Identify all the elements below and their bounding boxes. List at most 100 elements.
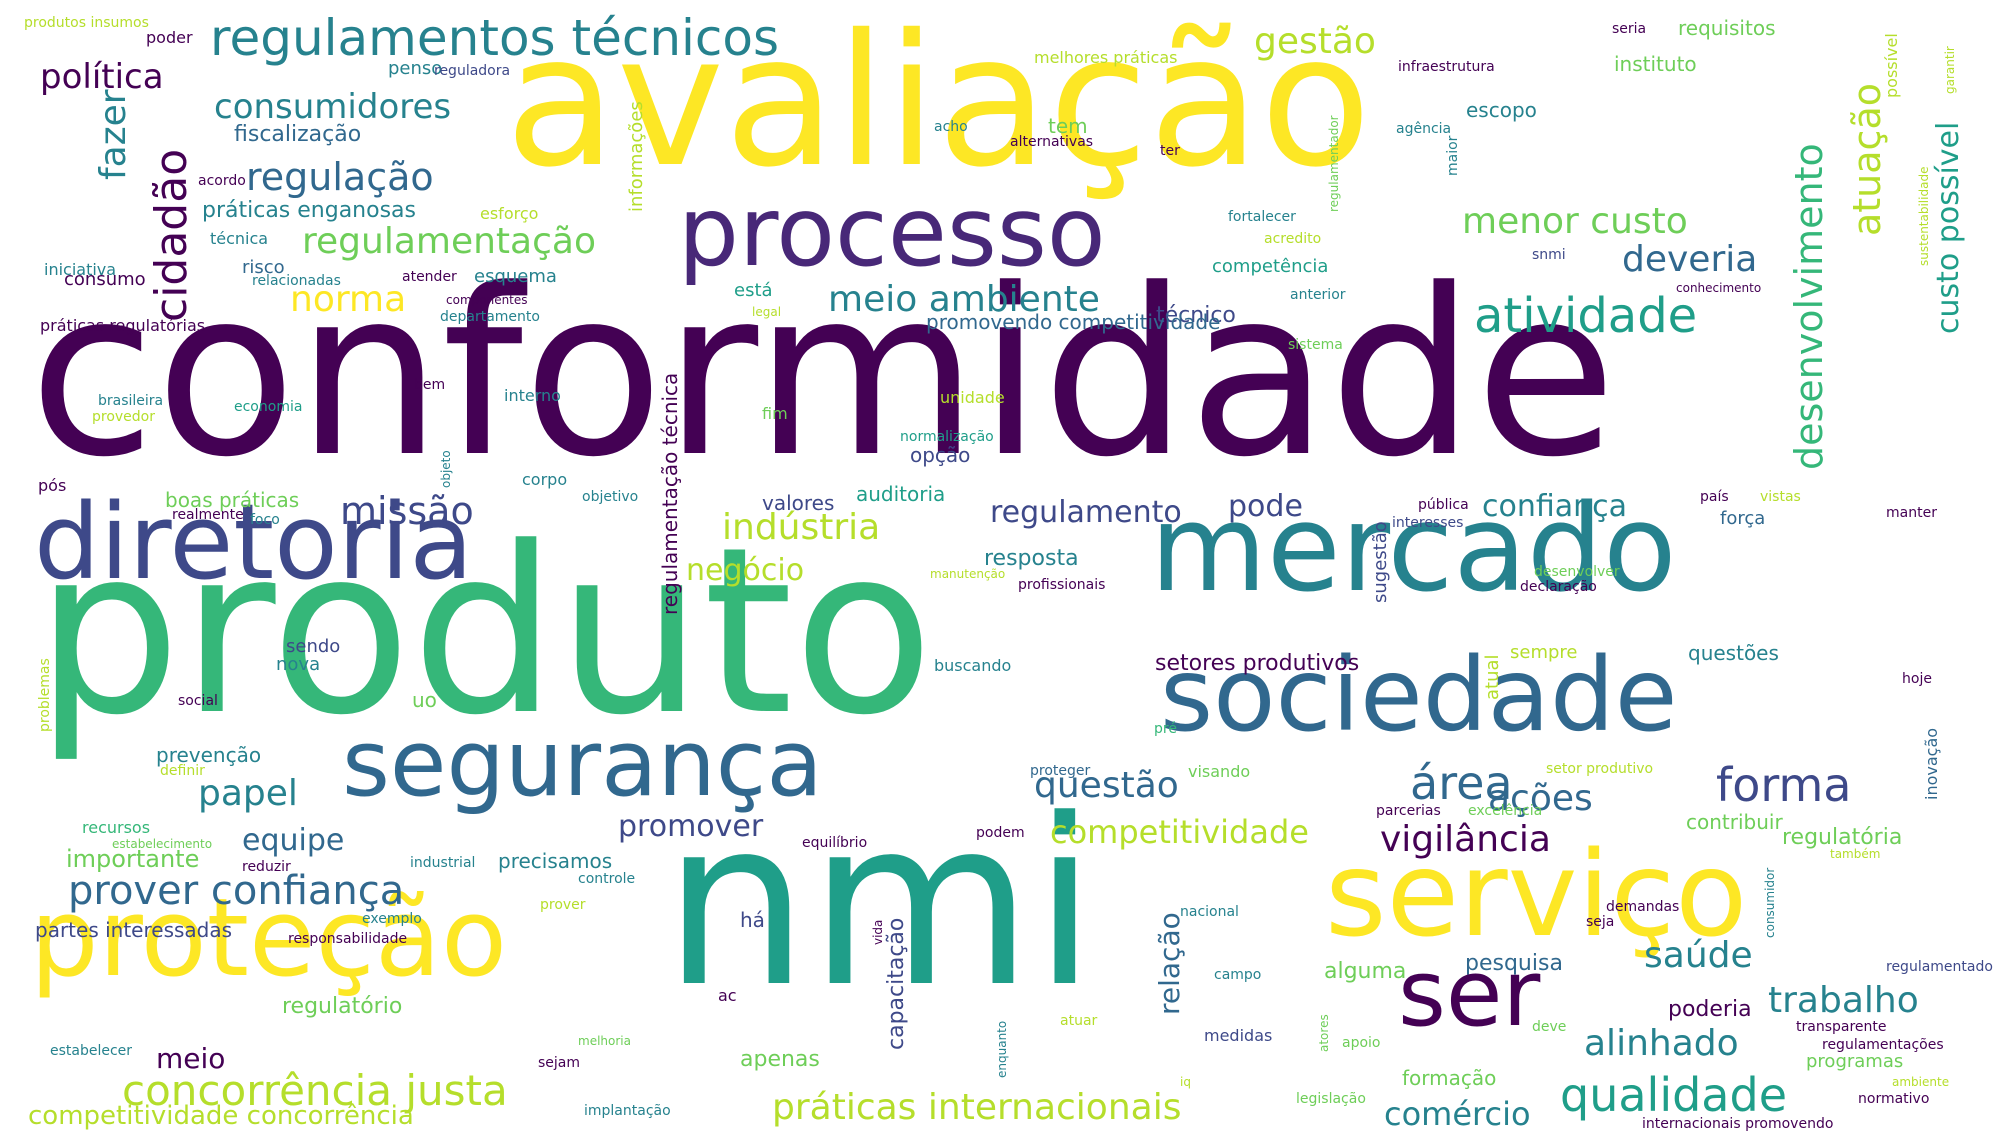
word-fortalecer: fortalecer <box>1228 209 1296 225</box>
word-economia: economia <box>234 399 303 415</box>
word-infraestrutura: infraestrutura <box>1398 59 1495 75</box>
word-atual: atual <box>1482 654 1503 700</box>
word-declaração: declaração <box>1520 579 1597 595</box>
word-conformidade: conformidade <box>29 241 1617 508</box>
word-demandas: demandas <box>1606 899 1680 915</box>
word-regulação: regulação <box>246 155 434 199</box>
word-resposta: resposta <box>984 546 1079 571</box>
word-pós: pós <box>38 476 67 495</box>
word-melhores-práticas: melhores práticas <box>1034 48 1178 67</box>
word-manter: manter <box>1886 505 1937 521</box>
word-reduzir: reduzir <box>242 859 291 875</box>
word-pesquisa: pesquisa <box>1465 951 1563 976</box>
word-setores-produtivos: setores produtivos <box>1155 651 1360 676</box>
word-regulamentação-técnica: regulamentação técnica <box>658 372 682 615</box>
word-importante: importante <box>66 845 200 873</box>
word-segurança: segurança <box>342 710 823 817</box>
word-negócio: negócio <box>686 553 805 588</box>
word-norma: norma <box>290 279 407 320</box>
word-auditoria: auditoria <box>856 482 946 506</box>
word-melhoria: melhoria <box>578 1034 631 1048</box>
word-atuar: atuar <box>1060 1013 1098 1029</box>
word-fiscalização: fiscalização <box>234 122 362 147</box>
word-equilíbrio: equilíbrio <box>802 835 868 851</box>
word-consumidor: consumidor <box>1763 867 1777 938</box>
word-possível: possível <box>1882 33 1901 98</box>
word-força: força <box>1720 508 1766 529</box>
word-normalização: normalização <box>900 429 994 445</box>
word-formação: formação <box>1402 1066 1497 1090</box>
word-problemas: problemas <box>37 658 53 732</box>
word-meio: meio <box>156 1042 226 1075</box>
word-missão: missão <box>340 489 474 533</box>
word-fim: fim <box>762 404 788 423</box>
word-regulamento: regulamento <box>990 495 1182 530</box>
word-objeto: objeto <box>439 450 453 488</box>
word-esforço: esforço <box>480 204 539 223</box>
word-acordo: acordo <box>198 173 246 189</box>
word-valores: valores <box>762 491 835 515</box>
word-sejam: sejam <box>538 1055 581 1071</box>
word-técnica: técnica <box>210 229 269 248</box>
word-risco: risco <box>242 257 285 278</box>
word-medidas: medidas <box>1204 1026 1273 1045</box>
word-podem: podem <box>976 825 1025 841</box>
word-meio-ambiente: meio ambiente <box>828 279 1100 320</box>
word-bem: bem <box>414 377 446 393</box>
word-confiança: confiança <box>1482 489 1628 524</box>
word-transparente: transparente <box>1796 1019 1887 1035</box>
word-interno: interno <box>504 386 561 405</box>
word-maior: maior <box>1445 135 1461 176</box>
word-promovendo-competitividade: promovendo competitividade <box>926 310 1221 334</box>
word-buscando: buscando <box>934 656 1012 675</box>
word-sustentabilidade: sustentabilidade <box>1917 166 1931 266</box>
word-custo-possível: custo possível <box>1931 121 1966 334</box>
word-práticas-enganosas: práticas enganosas <box>202 198 416 223</box>
word-práticas-internacionais: práticas internacionais <box>772 1087 1182 1128</box>
word-programas: programas <box>1806 1051 1904 1072</box>
word-promover: promover <box>618 809 764 844</box>
word-cidadão: cidadão <box>146 148 197 322</box>
word-regulamentos-técnicos: regulamentos técnicos <box>210 9 780 67</box>
word-reguladora: reguladora <box>434 63 511 79</box>
word-realmente: realmente <box>172 507 244 523</box>
word-forma: forma <box>1716 758 1852 812</box>
word-alternativas: alternativas <box>1010 134 1094 150</box>
word-controle: controle <box>578 871 636 887</box>
word-precisamos: precisamos <box>498 849 613 873</box>
word-prover: prover <box>540 897 586 913</box>
word-competência: competência <box>1212 256 1329 277</box>
word-sempre: sempre <box>1510 642 1578 663</box>
word-competitividade-concorrência: competitividade concorrência <box>28 1101 414 1131</box>
word-legal: legal <box>752 305 782 319</box>
word-nacional: nacional <box>1180 904 1239 920</box>
word-estabelecer: estabelecer <box>50 1043 133 1059</box>
word-excelência: excelência <box>1468 803 1543 819</box>
word-há: há <box>740 908 765 932</box>
word-boas-práticas: boas práticas <box>165 488 300 512</box>
word-equipe: equipe <box>242 823 345 858</box>
word-requisitos: requisitos <box>1678 16 1776 40</box>
word-implantação: implantação <box>584 1103 671 1119</box>
word-internacionais-promovendo: internacionais promovendo <box>1642 1116 1834 1132</box>
word-instituto: instituto <box>1614 52 1697 76</box>
word-práticas-regulatórias: práticas regulatórias <box>40 316 206 335</box>
word-agência: agência <box>1396 121 1452 137</box>
word-prover-confiança: prover confiança <box>68 868 405 914</box>
word-desenvolver: desenvolver <box>1534 564 1620 580</box>
word-proteção: proteção <box>30 876 508 1001</box>
word-técnico: técnico <box>1156 303 1236 328</box>
word-consumidores: consumidores <box>214 87 452 127</box>
word-penso: penso <box>388 58 443 79</box>
word-sendo: sendo <box>286 636 341 657</box>
word-consumo: consumo <box>64 269 146 290</box>
word-regulatório: regulatório <box>282 994 403 1019</box>
word-regulatória: regulatória <box>1782 825 1903 850</box>
word-sistema: sistema <box>1288 337 1343 353</box>
word-escopo: escopo <box>1466 98 1537 122</box>
word-social: social <box>178 693 218 709</box>
word-competitividade: competitividade <box>1050 813 1309 851</box>
word-manutenção: manutenção <box>930 567 1006 581</box>
word-vida: vida <box>871 919 885 945</box>
word-normativo: normativo <box>1858 1091 1930 1107</box>
